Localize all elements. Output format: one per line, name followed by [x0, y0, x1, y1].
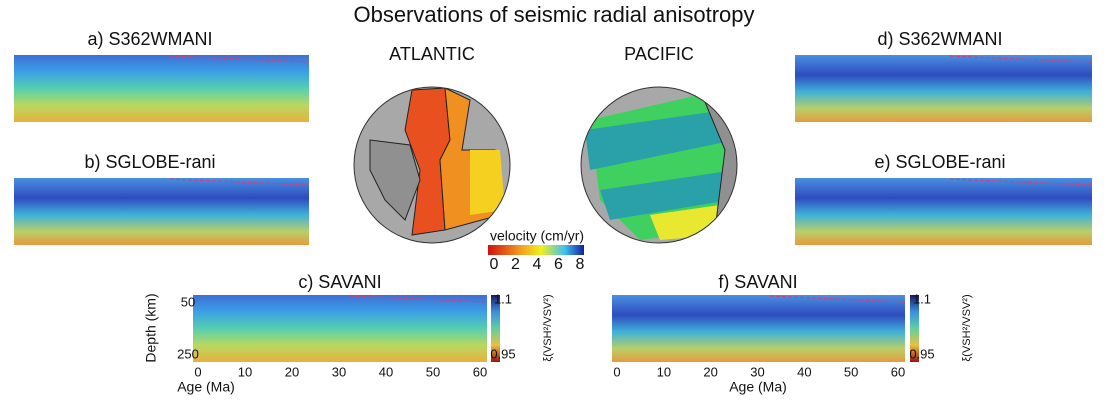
colorbar-tick-label: 1.1 — [494, 291, 512, 306]
y-tick-label: 250 — [177, 346, 199, 361]
globe-outline — [353, 86, 511, 244]
panel-title: a) S362WMANI — [87, 29, 212, 49]
x-tick-label: 40 — [379, 364, 393, 379]
y-axis-label: Depth (km) — [143, 293, 159, 362]
colorbar-label: velocity (cm/yr) — [490, 228, 584, 244]
x-tick-label: 40 — [797, 364, 811, 379]
x-tick-label: 20 — [703, 364, 717, 379]
colorbar-tick-label: 6 — [554, 256, 563, 273]
globe-atlantic — [354, 87, 510, 243]
y-tick-label: 50 — [181, 294, 195, 309]
panel-title: d) S362WMANI — [877, 29, 1002, 49]
x-tick-label: 10 — [657, 364, 671, 379]
heatmap — [14, 178, 309, 245]
globe-label: PACIFIC — [624, 44, 694, 64]
colorbar-label: ξ(VSH²/VSV²) — [961, 294, 973, 361]
heatmap — [14, 55, 309, 122]
globe-label: ATLANTIC — [389, 44, 475, 64]
colorbar — [910, 295, 919, 362]
colorbar-tick-label: 8 — [576, 256, 585, 273]
x-axis-label: Age (Ma) — [177, 379, 235, 395]
colorbar-tick-label: 0 — [490, 256, 499, 273]
x-tick-label: 10 — [238, 364, 252, 379]
heatmap — [612, 295, 905, 362]
heatmap — [193, 295, 487, 362]
globe-outline — [580, 86, 738, 244]
colorbar-tick-label: 4 — [533, 256, 542, 273]
figure-title: Observations of seismic radial anisotrop… — [353, 2, 754, 27]
colorbar-tick-label: 2 — [511, 256, 520, 273]
colorbar-tick-label: 1.1 — [913, 291, 931, 306]
x-tick-label: 20 — [285, 364, 299, 379]
colorbar-label: ξ(VSH²/VSV²) — [542, 294, 554, 361]
panel-title: c) SAVANI — [298, 272, 381, 292]
panel-title: f) SAVANI — [718, 272, 797, 292]
heatmap — [795, 178, 1092, 245]
x-tick-label: 50 — [844, 364, 858, 379]
x-axis-label: Age (Ma) — [729, 379, 787, 395]
dashed-lines — [169, 55, 1093, 303]
panel-title: b) SGLOBE-rani — [84, 152, 215, 172]
x-tick-label: 30 — [750, 364, 764, 379]
panel-title: e) SGLOBE-rani — [874, 152, 1005, 172]
x-tick-label: 30 — [332, 364, 346, 379]
colorbar — [491, 295, 500, 362]
x-tick-label: 0 — [194, 364, 201, 379]
colorbar-tick-label: 0.95 — [490, 346, 515, 361]
x-tick-label: 60 — [473, 364, 487, 379]
x-tick-label: 60 — [891, 364, 905, 379]
colorbar — [488, 245, 584, 255]
x-tick-label: 0 — [613, 364, 620, 379]
x-tick-label: 50 — [426, 364, 440, 379]
globe-pacific — [581, 87, 737, 243]
colorbar-tick-label: 0.95 — [909, 346, 934, 361]
heatmap — [795, 55, 1092, 122]
